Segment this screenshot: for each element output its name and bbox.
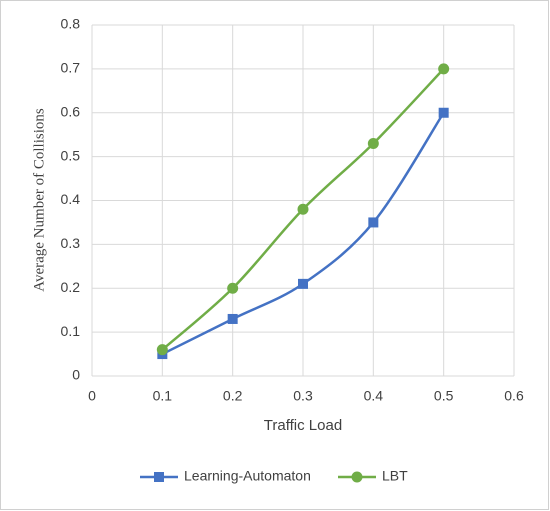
y-tick-label: 0.5 [61,147,81,163]
data-point [297,203,309,215]
y-tick-label: 0.2 [61,279,81,295]
x-tick-label: 0.3 [293,388,313,404]
y-tick-label: 0.6 [61,103,81,119]
legend-label: Learning-Automaton [184,468,311,484]
y-tick-label: 0.4 [61,191,81,207]
data-point [227,313,238,324]
data-point [227,282,239,294]
legend-marker [154,472,164,482]
y-tick-label: 0.3 [61,235,81,251]
series-line [161,112,445,356]
y-axis-label: Average Number of Collisions [31,108,47,292]
data-point [438,63,450,75]
x-tick-label: 0.2 [223,388,243,404]
x-tick-label: 0.6 [504,388,524,404]
x-tick-label: 0.1 [153,388,173,404]
data-point [368,217,379,228]
data-point [367,137,379,149]
x-tick-label: 0.4 [364,388,384,404]
data-point [438,107,449,118]
y-tick-label: 0.1 [61,323,81,339]
legend-label: LBT [382,468,408,484]
x-tick-label: 0 [88,388,96,404]
x-axis-label: Traffic Load [264,417,342,434]
data-point [298,278,308,289]
y-tick-label: 0.8 [61,16,81,32]
legend-marker [351,471,363,483]
y-tick-label: 0.7 [61,60,81,76]
y-tick-label: 0 [72,367,80,383]
data-point [156,344,168,356]
x-tick-label: 0.5 [434,388,454,404]
